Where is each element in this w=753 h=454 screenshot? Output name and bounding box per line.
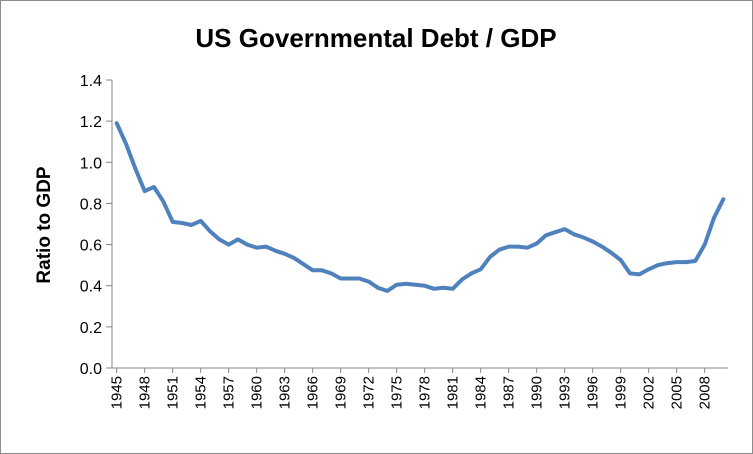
x-tick-label: 1990 [529, 376, 546, 409]
y-axis-label: Ratio to GDP [34, 166, 55, 283]
x-tick-label: 1960 [249, 376, 266, 409]
x-tick-label: 1978 [417, 376, 434, 409]
y-tick-label: 0.2 [80, 320, 102, 337]
x-tick-label: 1999 [613, 376, 630, 409]
y-tick-label: 0.0 [80, 361, 102, 378]
x-tick-label: 1948 [137, 376, 154, 409]
series-line [114, 121, 726, 293]
chart-title: US Governmental Debt / GDP [195, 23, 556, 53]
y-tick-label: 1.2 [80, 114, 102, 131]
y-tick-label: 0.8 [80, 196, 102, 213]
x-tick-label: 2008 [697, 376, 714, 409]
x-tick-label: 1984 [473, 376, 490, 409]
y-tick-label: 0.6 [80, 238, 102, 255]
x-tick-label: 1951 [165, 376, 182, 409]
x-tick-label: 1981 [445, 376, 462, 409]
x-tick-label: 1966 [305, 376, 322, 409]
x-tick-label: 1975 [389, 376, 406, 409]
x-tick-label: 1987 [501, 376, 518, 409]
x-tick-label: 2002 [641, 376, 658, 409]
y-ticks: 0.0 0.2 0.4 0.6 0.8 1.0 1.2 1.4 [80, 73, 112, 378]
x-tick-label: 2005 [669, 376, 686, 409]
x-tick-label: 1972 [361, 376, 378, 409]
x-tick-label: 1954 [193, 376, 210, 409]
x-ticks: 1945 1948 1951 1954 1957 1960 1963 1966 1969 1972… [109, 368, 714, 409]
y-tick-label: 1.0 [80, 155, 102, 172]
y-tick-label: 0.4 [80, 279, 102, 296]
x-tick-label: 1945 [109, 376, 126, 409]
x-tick-label: 1969 [333, 376, 350, 409]
x-tick-label: 1996 [585, 376, 602, 409]
x-tick-label: 1957 [221, 376, 238, 409]
x-tick-label: 1993 [557, 376, 574, 409]
y-tick-label: 1.4 [80, 73, 102, 90]
x-tick-label: 1963 [277, 376, 294, 409]
